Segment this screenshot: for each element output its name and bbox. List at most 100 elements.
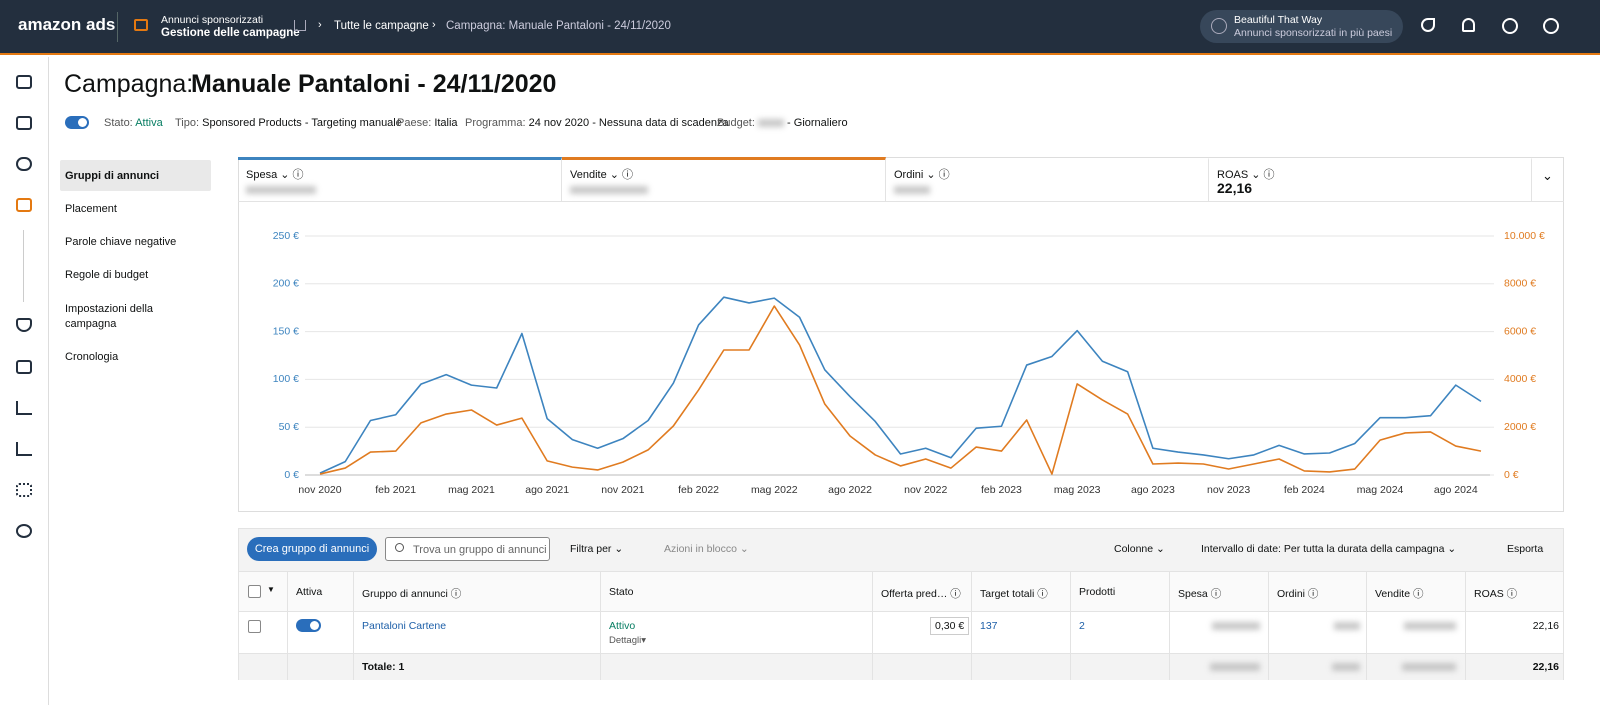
row-checkbox[interactable] (248, 620, 261, 633)
title-name: Manuale Pantaloni - 24/11/2020 (191, 70, 557, 98)
col-divider (1268, 571, 1269, 680)
export-button[interactable]: Esporta (1507, 543, 1544, 555)
user-icon[interactable] (1543, 18, 1559, 34)
chevron: › (318, 19, 322, 31)
column-header[interactable]: Offerta pred… ⓘ (881, 588, 961, 600)
x-tick-label: mag 2024 (1357, 484, 1404, 496)
targets-link[interactable]: 137 (980, 620, 998, 632)
blurred-value (1332, 663, 1360, 671)
y-tick-label: 200 € (273, 278, 299, 290)
blurred-value (570, 186, 648, 194)
subnav-item[interactable]: Gruppi di annunci (65, 170, 160, 182)
nav-icon-active[interactable] (16, 198, 32, 212)
col-divider (600, 571, 601, 680)
blurred-value (894, 186, 930, 194)
column-header: Attiva (296, 586, 323, 598)
column-header[interactable]: Prodotti (1079, 586, 1116, 598)
metric-label: Ordini ⌄ ⓘ (894, 169, 950, 181)
column-header[interactable]: Target totali ⓘ (980, 588, 1048, 600)
y-tick-label: 150 € (273, 325, 299, 337)
nav-icon[interactable] (16, 483, 32, 497)
subnav-item[interactable]: Placement (65, 203, 117, 215)
column-header[interactable]: Stato (609, 586, 634, 598)
nav-icon[interactable] (16, 442, 32, 456)
x-tick-label: feb 2023 (981, 484, 1022, 496)
bid-input[interactable]: 0,30 € (930, 617, 970, 635)
col-divider (1465, 571, 1466, 680)
account-pill[interactable] (1200, 10, 1403, 43)
x-tick-label: ago 2022 (828, 484, 872, 496)
nav-icon[interactable] (16, 360, 32, 374)
search-input[interactable]: Trova un gruppo di annunci (385, 537, 550, 561)
column-header[interactable]: Gruppo di annunci ⓘ (362, 588, 462, 600)
filter-button[interactable]: Filtra per ⌄ (570, 543, 624, 555)
column-header[interactable]: Spesa ⓘ (1178, 588, 1222, 600)
metric-value: 22,16 (1217, 180, 1253, 196)
y-tick-label: 100 € (273, 373, 299, 385)
x-tick-label: mag 2022 (751, 484, 798, 496)
home-icon[interactable] (294, 20, 306, 31)
select-menu[interactable]: ▼ (267, 585, 275, 594)
x-tick-label: nov 2020 (298, 484, 341, 496)
y2-tick-label: 10.000 € (1504, 230, 1545, 242)
col-divider (971, 571, 972, 680)
nav-icon[interactable] (16, 116, 32, 130)
metric-tab[interactable]: ROAS ⌄ ⓘ 22,16 (1209, 157, 1532, 202)
title-label: Campagna: (64, 70, 194, 98)
metric-tab[interactable]: Spesa ⌄ ⓘ (238, 157, 562, 202)
metric-tab[interactable]: Vendite ⌄ ⓘ (562, 157, 886, 202)
col-divider (1169, 571, 1170, 680)
nav-icon[interactable] (16, 318, 32, 332)
subnav-item[interactable]: Impostazioni della campagna (65, 303, 154, 330)
y2-tick-label: 4000 € (1504, 373, 1536, 385)
nav-icon[interactable] (16, 524, 32, 538)
date-range[interactable]: Intervallo di date: Per tutta la durata … (1201, 543, 1457, 555)
blurred-value (1210, 663, 1260, 671)
info-item: Budget: - Giornaliero (717, 117, 848, 129)
column-header[interactable]: Ordini ⓘ (1277, 588, 1319, 600)
blurred-value (246, 186, 316, 194)
subnav-selected (60, 160, 211, 191)
subnav-item[interactable]: Regole di budget (65, 269, 149, 281)
subnav-item[interactable]: Parole chiave negative (65, 236, 177, 248)
breadcrumb[interactable]: Tutte le campagne (334, 20, 429, 32)
select-all[interactable] (248, 585, 261, 598)
chevron: › (432, 19, 436, 31)
bulk-button[interactable]: Azioni in blocco ⌄ (664, 543, 749, 555)
account-sub: Annunci sponsorizzati in più paesi (1234, 27, 1393, 39)
blurred-value (1212, 622, 1260, 630)
subnav-item[interactable]: Cronologia (65, 351, 119, 363)
expand-icon[interactable]: ⌄ (1542, 168, 1553, 183)
breadcrumb: Campagna: Manuale Pantaloni - 24/11/2020 (446, 20, 671, 32)
bell-icon[interactable] (1462, 18, 1475, 32)
info-item: Paese: Italia (397, 117, 458, 129)
brand[interactable]: amazon ads (18, 15, 116, 34)
row-status: Attivo (609, 620, 636, 632)
y-tick-label: 250 € (273, 230, 299, 242)
metric-label: ROAS ⌄ ⓘ (1217, 169, 1275, 181)
status-toggle[interactable] (65, 116, 89, 129)
x-tick-label: feb 2021 (375, 484, 416, 496)
col-divider (287, 571, 288, 680)
help-icon[interactable] (1502, 18, 1518, 34)
y-tick-label: 0 € (284, 469, 299, 481)
metric-tab[interactable]: Ordini ⌄ ⓘ (886, 157, 1209, 202)
column-header[interactable]: ROAS ⓘ (1474, 588, 1518, 600)
products-link[interactable]: 2 (1079, 620, 1085, 632)
series-line (319, 305, 1482, 475)
info-item: Tipo: Sponsored Products - Targeting man… (175, 117, 402, 129)
nav-icon[interactable] (16, 157, 32, 171)
column-header[interactable]: Vendite ⓘ (1375, 588, 1424, 600)
nav-line (23, 230, 24, 302)
ad-group-link[interactable]: Pantaloni Cartene (362, 620, 447, 632)
nav-icon[interactable] (16, 401, 32, 415)
row-toggle[interactable] (296, 619, 321, 632)
nav-icon[interactable] (16, 75, 32, 89)
create-button[interactable]: Crea gruppo di annunci (247, 537, 377, 561)
launch-icon[interactable] (1421, 18, 1435, 32)
x-tick-label: ago 2021 (525, 484, 569, 496)
columns-button[interactable]: Colonne ⌄ (1114, 543, 1165, 555)
section-sub[interactable]: Gestione delle campagne (161, 27, 300, 39)
details-link[interactable]: Dettagli▾ (609, 635, 646, 646)
